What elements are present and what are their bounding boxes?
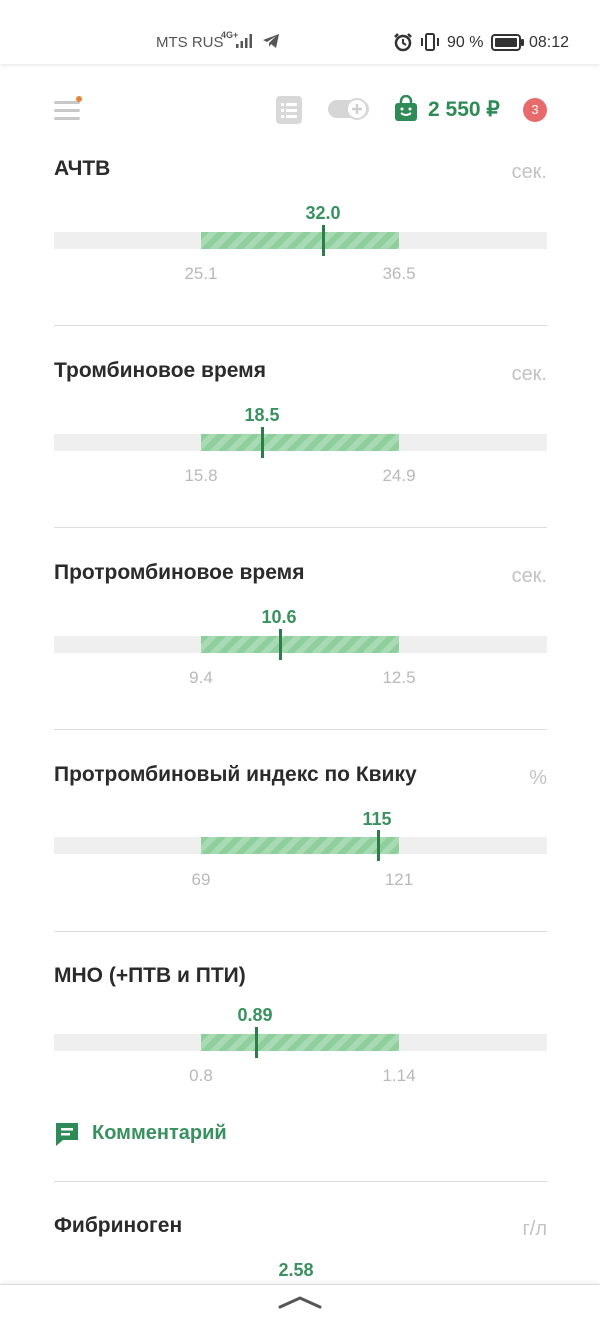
divider: [54, 931, 547, 932]
result-value: 32.0: [305, 203, 341, 223]
result-title: МНО (+ПТВ и ПТИ): [54, 964, 246, 987]
range-low: 15.8: [184, 466, 218, 485]
reference-bar: [54, 225, 547, 256]
vibrate-icon: [421, 33, 439, 51]
value-marker: [255, 1027, 258, 1058]
value-marker: [377, 830, 380, 861]
result-unit: сек.: [511, 363, 547, 385]
clock: 08:12: [529, 34, 570, 51]
alarm-icon: [394, 33, 412, 52]
comment-link[interactable]: Комментарий: [54, 1121, 227, 1152]
result-value: 115: [362, 809, 392, 829]
comment-label[interactable]: Комментарий: [92, 1122, 227, 1144]
list-icon[interactable]: [276, 96, 302, 124]
range-high: 121: [384, 870, 414, 889]
cart-count-badge[interactable]: 3: [523, 98, 547, 122]
result-unit: сек.: [511, 161, 547, 183]
range-high: 36.5: [382, 264, 416, 283]
normal-range: [201, 232, 399, 249]
normal-range: [201, 1034, 399, 1051]
toggle-add-icon[interactable]: [328, 97, 369, 121]
range-high: 24.9: [382, 466, 416, 485]
normal-range: [201, 434, 399, 451]
result-title: Протромбиновое время: [54, 561, 305, 584]
range-low: 25.1: [184, 264, 218, 283]
chevron-up-icon[interactable]: [278, 1295, 322, 1309]
range-low: 0.8: [189, 1066, 213, 1085]
result-title: Тромбиновое время: [54, 359, 266, 382]
value-marker: [261, 427, 264, 458]
divider: [54, 1181, 547, 1182]
value-marker: [322, 225, 325, 256]
range-high: 12.5: [382, 668, 416, 687]
status-bar: MTS RUS 4G+ 90 % 08:12: [0, 0, 600, 64]
range-high: 1.14: [382, 1066, 416, 1085]
reference-bar: [54, 1027, 547, 1058]
signal-icon: [236, 34, 252, 48]
result-unit: сек.: [511, 565, 547, 587]
range-low: 9.4: [189, 668, 213, 687]
reference-bar: [54, 830, 547, 861]
result-title: АЧТВ: [54, 157, 111, 180]
result-title: Протромбиновый индекс по Квику: [54, 763, 417, 786]
comment-icon: [56, 1123, 78, 1146]
divider: [54, 325, 547, 326]
result-title: Фибриноген: [54, 1214, 183, 1237]
divider: [54, 729, 547, 730]
menu-icon[interactable]: [54, 96, 82, 122]
bottom-sheet-bar[interactable]: [0, 1284, 600, 1320]
result-unit: %: [529, 767, 547, 789]
battery-icon: [491, 34, 524, 51]
result-value: 10.6: [261, 607, 297, 627]
normal-range: [201, 837, 399, 854]
normal-range: [201, 636, 399, 653]
notification-dot: [76, 96, 82, 102]
result-value: 18.5: [244, 405, 280, 425]
result-value: 2.58: [278, 1260, 314, 1280]
telegram-icon: [263, 34, 279, 48]
cart-total[interactable]: 2 550 ₽: [428, 98, 500, 121]
shopping-bag-icon[interactable]: [395, 95, 417, 121]
network-type: 4G+: [221, 30, 239, 40]
value-marker: [279, 629, 282, 660]
result-unit: г/л: [522, 1218, 547, 1240]
battery-percent: 90 %: [447, 34, 484, 51]
result-value: 0.89: [237, 1005, 273, 1025]
reference-bar: [54, 629, 547, 660]
carrier-name: MTS RUS: [156, 34, 224, 51]
range-low: 69: [191, 870, 211, 889]
reference-bar: [54, 427, 547, 458]
divider: [54, 527, 547, 528]
